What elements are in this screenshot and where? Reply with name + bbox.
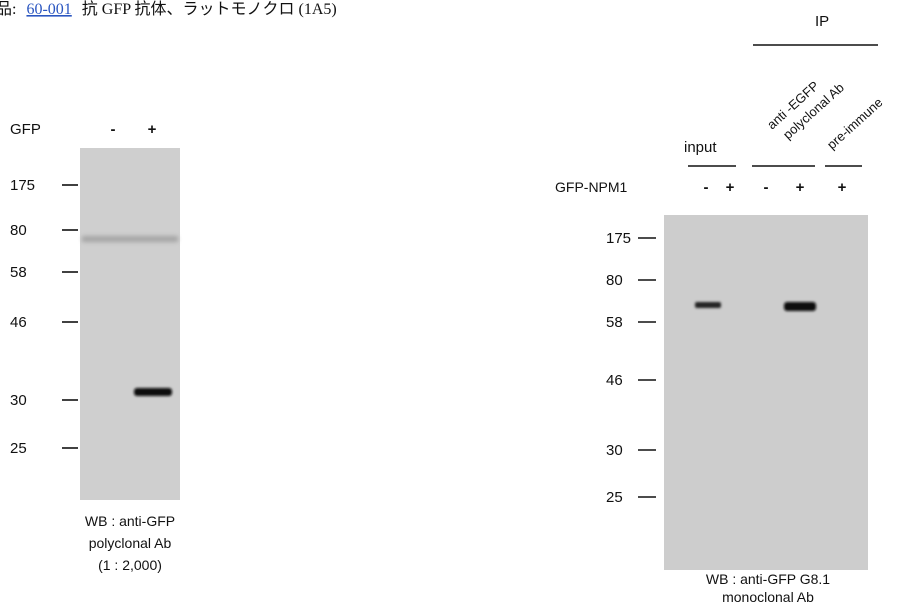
lane-label: + (726, 179, 735, 196)
caption: WB : anti-GFP (85, 513, 175, 529)
caption: polyclonal Ab (89, 535, 172, 551)
page: 品: 60-001 抗 GFP 抗体、ラットモノクロ (1A5) GFP IP … (0, 0, 915, 605)
marker-label: 58 (10, 264, 27, 281)
marker-label: 25 (606, 489, 623, 506)
header-description: 抗 GFP 抗体、ラットモノクロ (1A5) (82, 0, 337, 18)
header: 品: 60-001 抗 GFP 抗体、ラットモノクロ (1A5) (0, 0, 337, 18)
marker-label: 25 (10, 440, 27, 457)
marker-label: 175 (606, 230, 631, 247)
band (695, 302, 721, 308)
figure: 品: 60-001 抗 GFP 抗体、ラットモノクロ (1A5) GFP IP … (0, 0, 915, 605)
sample-label: GFP-NPM1 (555, 179, 628, 195)
catalog-link[interactable]: 60-001 (26, 1, 71, 18)
marker-label: 175 (10, 177, 35, 194)
caption: monoclonal Ab (722, 589, 814, 605)
marker-label: 58 (606, 314, 623, 331)
marker-label: 80 (10, 222, 27, 239)
marker-label: 30 (10, 392, 27, 409)
blot-membrane (80, 148, 180, 500)
lane-label: + (148, 121, 157, 138)
lane-label: - (111, 121, 116, 138)
ip-label: IP (815, 13, 829, 30)
header-prefix: 品: (0, 1, 16, 18)
blot-membrane (664, 215, 868, 570)
marker-label: 46 (10, 314, 27, 331)
marker-label: 46 (606, 372, 623, 389)
band (134, 388, 172, 396)
caption: WB : anti-GFP G8.1 (706, 571, 830, 587)
lane-label: - (764, 179, 769, 196)
sample-label: GFP (10, 121, 41, 138)
caption: (1 : 2,000) (98, 557, 162, 573)
lane-label: - (704, 179, 709, 196)
lane-label: + (838, 179, 847, 196)
marker-label: 80 (606, 272, 623, 289)
lane-label: + (796, 179, 805, 196)
band (784, 302, 816, 311)
nonspecific-band (82, 236, 178, 242)
marker-label: 30 (606, 442, 623, 459)
input-label: input (684, 139, 717, 156)
